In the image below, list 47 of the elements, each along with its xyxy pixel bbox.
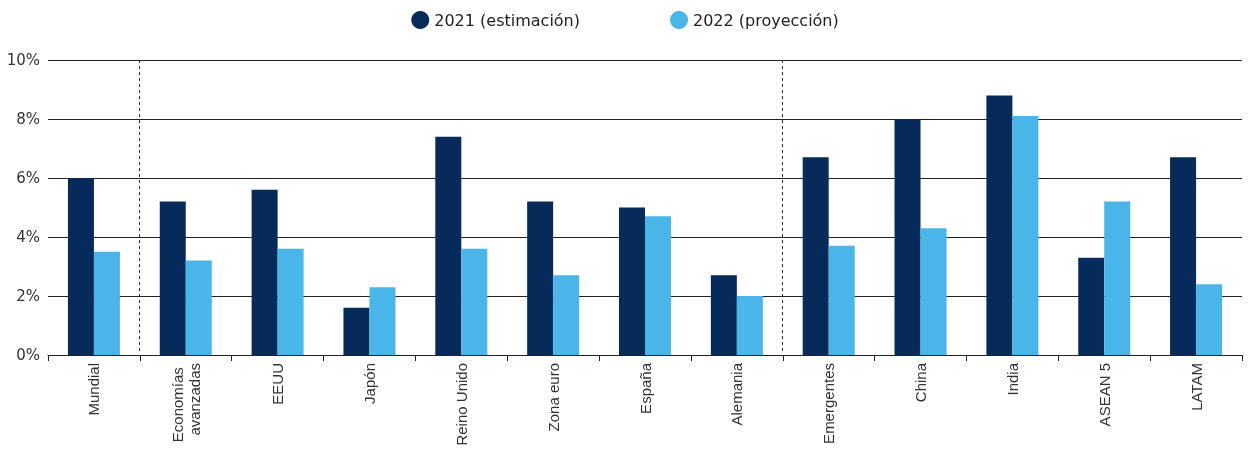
y-tick-label: 0% (16, 346, 40, 364)
x-tick-label: España (636, 362, 654, 414)
bar (894, 119, 921, 355)
bar (461, 248, 488, 355)
bar (67, 178, 94, 355)
bar (251, 189, 278, 355)
bar (369, 287, 396, 355)
x-tick-label: ASEAN 5 (1095, 363, 1113, 427)
bar (1104, 201, 1131, 355)
x-tick-label: Japón (360, 363, 378, 404)
x-tick-label: Reino Unido (452, 363, 470, 446)
bar (435, 136, 462, 355)
bar (185, 260, 212, 355)
x-tick-label: Emergentes (820, 363, 838, 444)
bar (828, 245, 855, 355)
bar (645, 216, 671, 355)
x-tick-label: China (912, 362, 930, 403)
bar (619, 207, 645, 355)
x-tick-label: Zona euro (544, 363, 562, 432)
legend-label: 2022 (proyección) (693, 10, 839, 30)
bar (1170, 157, 1197, 355)
bar (710, 275, 737, 355)
y-tick-label: 4% (16, 228, 40, 246)
bar (802, 157, 829, 355)
bar (343, 307, 370, 355)
bar (277, 248, 304, 355)
x-tick-label: LATAM (1187, 363, 1205, 411)
x-tick-label: Mundial (85, 363, 103, 416)
bar (986, 95, 1013, 355)
bar (920, 228, 947, 355)
bar (553, 275, 580, 355)
x-tick-label: EEUU (269, 363, 287, 405)
x-tick-label: Economías avanzadas (168, 363, 203, 443)
y-tick-label: 2% (16, 287, 40, 305)
y-tick-label: 10% (6, 51, 40, 69)
x-tick-label: India (1003, 362, 1021, 396)
bar (1078, 257, 1105, 355)
bar (159, 201, 186, 355)
bar (1196, 284, 1223, 355)
x-tick-label: Alemania (728, 362, 746, 426)
bar (93, 251, 120, 355)
y-tick-label: 6% (16, 169, 40, 187)
bar (736, 296, 763, 355)
legend-label: 2021 (estimación) (434, 10, 580, 30)
bar (1012, 116, 1039, 355)
y-tick-label: 8% (16, 110, 40, 128)
bar (527, 201, 554, 355)
